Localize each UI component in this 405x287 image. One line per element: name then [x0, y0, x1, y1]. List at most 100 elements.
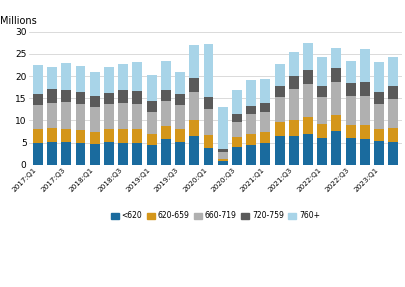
Bar — [203, 148, 213, 165]
Bar — [203, 44, 213, 97]
Bar — [47, 142, 57, 165]
Bar — [175, 142, 185, 165]
Bar — [160, 90, 171, 101]
Bar — [203, 109, 213, 135]
Bar — [189, 78, 199, 92]
Bar — [160, 101, 171, 126]
Bar — [146, 101, 156, 112]
Bar — [47, 129, 57, 142]
Bar — [61, 102, 71, 129]
Bar — [61, 142, 71, 165]
Bar — [132, 62, 142, 91]
Bar — [47, 103, 57, 129]
Bar — [75, 130, 85, 143]
Bar — [203, 97, 213, 109]
Bar — [373, 104, 383, 129]
Bar — [217, 107, 227, 149]
Bar — [387, 142, 397, 165]
Bar — [118, 103, 128, 129]
Bar — [330, 115, 341, 131]
Bar — [345, 96, 355, 125]
Bar — [132, 143, 142, 165]
Bar — [302, 134, 312, 165]
Bar — [274, 64, 284, 86]
Bar — [33, 105, 43, 129]
Bar — [47, 89, 57, 103]
Bar — [330, 131, 341, 165]
Bar — [61, 129, 71, 142]
Bar — [231, 90, 241, 114]
Bar — [359, 49, 369, 82]
Bar — [33, 129, 43, 143]
Bar — [231, 147, 241, 165]
Bar — [330, 68, 341, 82]
Bar — [217, 161, 227, 165]
Bar — [245, 80, 256, 106]
Bar — [104, 104, 114, 129]
Bar — [146, 145, 156, 165]
Bar — [387, 99, 397, 128]
Bar — [245, 106, 256, 114]
Bar — [160, 139, 171, 165]
Bar — [302, 84, 312, 117]
Bar — [217, 149, 227, 152]
Bar — [316, 138, 326, 165]
Bar — [75, 66, 85, 92]
Bar — [387, 57, 397, 86]
Bar — [189, 45, 199, 78]
Bar — [359, 82, 369, 96]
Bar — [330, 48, 341, 68]
Bar — [359, 96, 369, 125]
Bar — [316, 57, 326, 86]
Bar — [387, 86, 397, 99]
Bar — [245, 134, 256, 145]
Bar — [373, 62, 383, 92]
Bar — [90, 71, 100, 96]
Bar — [75, 143, 85, 165]
Bar — [260, 79, 270, 103]
Bar — [160, 126, 171, 139]
Bar — [90, 96, 100, 107]
Bar — [231, 114, 241, 122]
Bar — [146, 134, 156, 145]
Bar — [288, 52, 298, 76]
Bar — [189, 136, 199, 165]
Bar — [373, 92, 383, 104]
Bar — [288, 121, 298, 136]
Bar — [104, 142, 114, 165]
Bar — [61, 90, 71, 102]
Bar — [217, 159, 227, 161]
Bar — [47, 67, 57, 89]
Bar — [345, 83, 355, 96]
Bar — [146, 112, 156, 134]
Bar — [75, 92, 85, 104]
Bar — [231, 122, 241, 137]
Bar — [288, 89, 298, 121]
Bar — [160, 61, 171, 90]
Bar — [245, 145, 256, 165]
Bar — [260, 112, 270, 132]
Bar — [288, 136, 298, 165]
Bar — [274, 97, 284, 122]
Bar — [146, 75, 156, 101]
Bar — [75, 104, 85, 130]
Bar — [274, 86, 284, 97]
Bar — [345, 138, 355, 165]
Bar — [288, 76, 298, 89]
Bar — [33, 65, 43, 94]
Legend: <620, 620-659, 660-719, 720-759, 760+: <620, 620-659, 660-719, 720-759, 760+ — [111, 211, 320, 220]
Bar — [175, 71, 185, 94]
Bar — [203, 135, 213, 148]
Bar — [373, 129, 383, 141]
Bar — [104, 129, 114, 142]
Bar — [231, 137, 241, 147]
Bar — [90, 131, 100, 144]
Bar — [345, 125, 355, 138]
Bar — [316, 123, 326, 138]
Bar — [104, 67, 114, 93]
Bar — [260, 143, 270, 165]
Bar — [90, 144, 100, 165]
Bar — [359, 139, 369, 165]
Bar — [387, 128, 397, 142]
Bar — [260, 103, 270, 112]
